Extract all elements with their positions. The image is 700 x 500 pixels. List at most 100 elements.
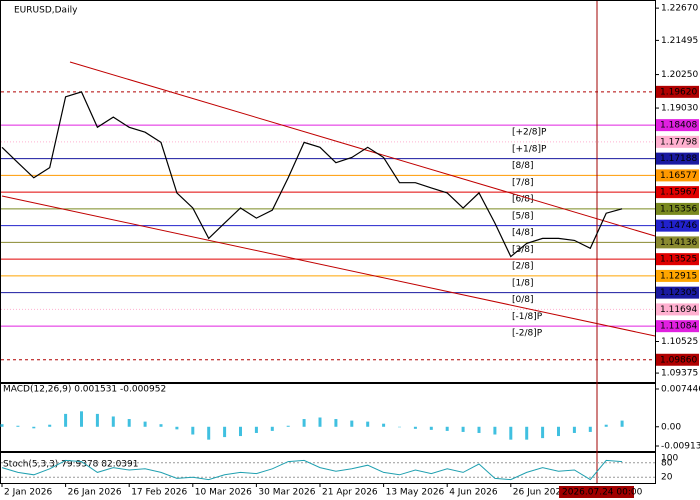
level-box: [656, 219, 699, 232]
x-tick-label: 26 Jun 2026: [513, 488, 567, 498]
macd-title: MACD(12,26,9) 0.001531 -0.000952: [3, 385, 166, 395]
level-tag: [2/8]: [512, 262, 534, 272]
macd-bar: [493, 426, 497, 435]
macd-bar: [557, 426, 560, 437]
x-tick-label: 26 Jan 2026: [68, 488, 122, 498]
level-box: [656, 253, 699, 266]
main-panel: [0, 0, 656, 383]
trend-line-upper: [69, 61, 656, 237]
macd-bar: [541, 426, 545, 439]
macd-bar: [461, 426, 465, 432]
x-tick-label: 17 Feb 2026: [131, 488, 187, 498]
level-box: [656, 236, 699, 249]
level-box: [656, 169, 699, 182]
macd-bar: [445, 426, 449, 431]
macd-bar: [143, 421, 147, 427]
level-box: [656, 135, 699, 148]
level-label: 1.19620: [660, 87, 697, 97]
macd-bar: [620, 420, 624, 427]
level-tag: [-1/8]P: [512, 312, 543, 322]
macd-bar: [302, 419, 306, 427]
levels: [+2/8]P [+1/8]P [8/8] [7/8] [6/8] [5/8] [4/8] […: [1, 91, 655, 361]
chart-title: EURUSD,Daily: [14, 6, 78, 16]
level-box: [656, 202, 699, 215]
macd-bar: [429, 426, 433, 430]
level-label: 1.12915: [660, 271, 697, 281]
y-tick-label: 1.21495: [661, 36, 698, 46]
level-label: 1.17798: [660, 137, 697, 147]
level-label: 1.18408: [660, 121, 697, 131]
level-box: [656, 85, 699, 98]
y-tick-label: 80: [661, 458, 673, 468]
macd-bar: [254, 426, 258, 433]
macd-bar: [191, 426, 195, 435]
stoch-line: [1, 459, 623, 481]
y-tick-label: -0.009134: [661, 442, 700, 452]
stoch-panel: [0, 452, 656, 484]
x-tick-label: 2 Jan 2026: [4, 488, 52, 498]
macd-bar: [334, 419, 338, 427]
level-tag: [7/8]: [512, 178, 534, 188]
cursor-label: 2026.07.24 00:00: [562, 488, 643, 498]
level-tag: [0/8]: [512, 295, 534, 305]
y-tick-label: 0.007446: [661, 385, 700, 395]
macd-bar: [111, 416, 115, 427]
macd-bar: [477, 426, 481, 433]
level-label: 1.17188: [660, 154, 697, 164]
level-tag: [-2/8]P: [512, 329, 543, 339]
y-tick-label: 1.22670: [661, 4, 698, 14]
level-box: [656, 269, 699, 282]
level-tag: [3/8]: [512, 245, 534, 255]
macd-bar: [223, 426, 227, 438]
level-label: 1.14136: [660, 238, 697, 248]
level-tag: [5/8]: [512, 211, 534, 221]
macd-bar: [270, 426, 274, 431]
level-label: 1.11694: [660, 305, 697, 315]
y-tick-label: 1.20250: [661, 70, 698, 80]
level-label: 1.14746: [660, 221, 697, 231]
macd-bar: [239, 426, 242, 437]
macd-bar: [604, 424, 608, 427]
level-label: 1.09860: [660, 355, 697, 365]
macd-bar: [525, 426, 529, 440]
level-label: 1.15967: [660, 188, 697, 198]
level-box: [656, 186, 699, 199]
macd-panel: [0, 383, 656, 452]
level-box: [656, 152, 699, 165]
level-box: [656, 286, 699, 299]
level-label: 1.13525: [660, 255, 697, 265]
macd-bar: [95, 413, 99, 427]
level-tag: [+2/8]P: [512, 128, 547, 138]
macd-bar: [366, 421, 370, 427]
x-tick-label: 21 Apr 2026: [322, 488, 378, 498]
y-tick-label: 1.19030: [661, 104, 698, 114]
level-tag: [6/8]: [512, 195, 534, 205]
level-box: [656, 303, 699, 316]
x-tick-label: 4 Jun 2026: [449, 488, 498, 498]
macd-bar: [382, 423, 386, 427]
level-box: [656, 353, 699, 366]
macd-bar: [32, 426, 36, 429]
macd-bar: [16, 425, 20, 427]
y-tick-label: 1.10525: [661, 337, 698, 347]
x-tick-label: 13 May 2026: [386, 488, 445, 498]
macd-bar: [159, 424, 163, 427]
x-tick-label: 10 Mar 2026: [195, 488, 252, 498]
trend-line-lower: [1, 195, 656, 337]
macd-bar: [572, 426, 576, 433]
macd-bar: [286, 425, 290, 427]
x-tick-label: 30 Mar 2026: [258, 488, 315, 498]
level-box: [656, 320, 699, 333]
macd-bar: [350, 420, 354, 427]
macd-bar: [127, 419, 131, 427]
level-tag: [+1/8]P: [512, 144, 547, 154]
y-tick-label: 1.09375: [661, 369, 698, 379]
level-box: [656, 119, 699, 132]
macd-bar: [207, 426, 211, 440]
level-label: 1.16577: [660, 171, 697, 181]
macd-bar: [0, 424, 4, 427]
y-tick-label: 0.00: [661, 422, 681, 432]
level-tag: [4/8]: [512, 228, 534, 238]
macd-bar: [318, 417, 322, 427]
